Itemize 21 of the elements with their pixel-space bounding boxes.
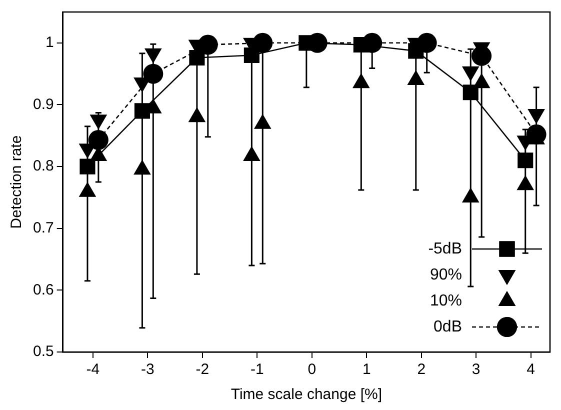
x-axis-title: Time scale change [%] (230, 386, 382, 404)
x-tick-label: 3 (472, 361, 480, 378)
legend-label: 10% (430, 292, 462, 310)
x-tick-label: 0 (308, 361, 316, 378)
y-tick-label: 1 (46, 34, 54, 52)
x-tick-label: 1 (362, 361, 371, 378)
x-tick-label: -3 (141, 361, 154, 378)
legend-label: 0dB (434, 318, 462, 336)
x-tick-label: -4 (86, 361, 100, 378)
legend-label: -5dB (428, 240, 462, 258)
y-axis-title: Detection rate (8, 135, 26, 229)
legend-label: 90% (430, 266, 462, 284)
y-tick-label: 0.8 (32, 158, 54, 175)
x-tick-label: 2 (417, 361, 426, 378)
x-tick-label: 4 (526, 361, 536, 378)
y-tick-label: 0.5 (32, 343, 54, 360)
x-tick-label: -2 (196, 361, 210, 378)
y-tick-label: 0.7 (32, 220, 54, 237)
y-tick-label: 0.6 (32, 281, 54, 298)
x-tick-label: -1 (250, 361, 264, 378)
y-tick-label: 0.9 (32, 96, 54, 113)
